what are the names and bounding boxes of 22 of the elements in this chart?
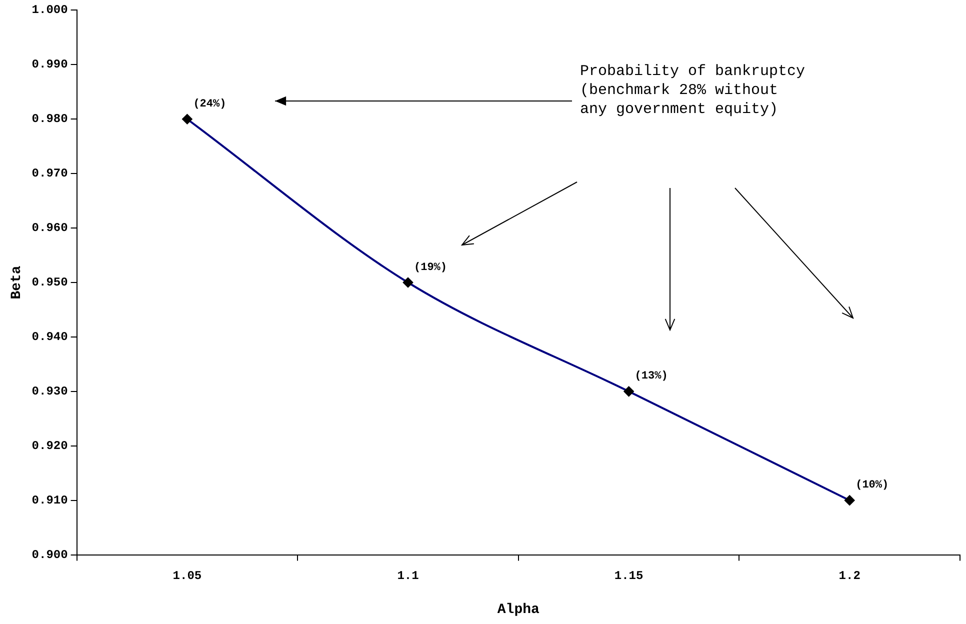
y-tick-label: 0.970 xyxy=(32,166,68,181)
x-tick-label: 1.1 xyxy=(397,569,419,584)
y-tick-label: 0.940 xyxy=(32,330,68,344)
y-tick-label: 1.000 xyxy=(32,3,68,18)
annotation: (19%) xyxy=(414,262,448,274)
x-tick-label: 1.15 xyxy=(614,569,644,584)
y-tick-label: 0.920 xyxy=(32,438,68,453)
annotation: Probability of bankruptcy (benchmark 28% without any government equity) xyxy=(580,62,806,119)
y-axis-title: Beta xyxy=(8,265,25,300)
x-tick-label: 1.2 xyxy=(838,569,860,584)
x-axis-title: Alpha xyxy=(497,602,540,618)
y-tick-label: 0.950 xyxy=(32,276,68,290)
y-tick-label: 0.910 xyxy=(32,493,68,508)
annotation: (24%) xyxy=(193,98,226,110)
annotation: (10%) xyxy=(856,480,889,492)
y-tick-label: 0.960 xyxy=(32,221,68,236)
y-tick-label: 0.990 xyxy=(32,58,68,72)
y-tick-label: 0.930 xyxy=(32,384,68,398)
annotation: (13%) xyxy=(634,370,668,383)
y-tick-label: 0.980 xyxy=(32,112,68,126)
x-tick-label: 1.05 xyxy=(172,569,202,584)
y-tick-label: 0.900 xyxy=(32,548,68,562)
